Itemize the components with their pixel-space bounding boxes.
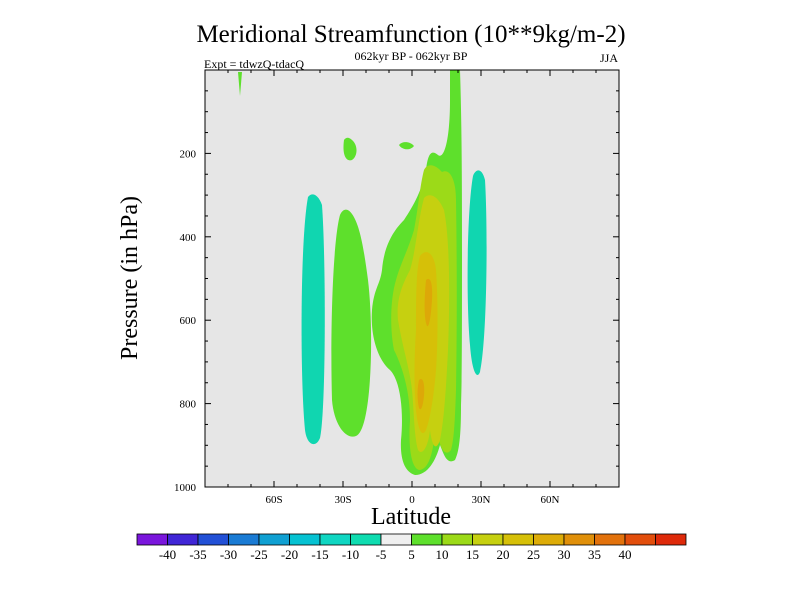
plot-area: 60S 30S 0 30N 60N 200 400 600 800 1000 bbox=[174, 69, 620, 506]
x-tick-label: 60S bbox=[265, 494, 282, 506]
x-tick-label: 30N bbox=[472, 494, 491, 506]
y-tick-label: 200 bbox=[180, 148, 197, 160]
colorbar-label: -5 bbox=[376, 547, 387, 562]
subtitle-left: Expt = tdwzQ-tdacQ bbox=[204, 57, 304, 71]
x-axis-label: Latitude bbox=[371, 504, 451, 530]
colorbar-swatch bbox=[136, 533, 168, 546]
colorbar-swatch bbox=[533, 533, 565, 546]
colorbar-label: 5 bbox=[408, 547, 415, 562]
region-pos-5-upper-left bbox=[238, 72, 242, 96]
subtitle-center: 062kyr BP - 062kyr BP bbox=[355, 49, 468, 63]
colorbar-swatch bbox=[258, 533, 290, 546]
colorbar-swatch bbox=[655, 533, 687, 546]
x-axis: 60S 30S 0 30N 60N bbox=[204, 70, 620, 506]
colorbar-label: 15 bbox=[466, 547, 479, 562]
colorbar-label: 10 bbox=[436, 547, 449, 562]
region-pos-25-lower bbox=[417, 378, 425, 410]
colorbar-label: 20 bbox=[497, 547, 510, 562]
colorbar-swatch bbox=[472, 533, 504, 546]
colorbar-swatch bbox=[319, 533, 351, 546]
y-tick-label: 600 bbox=[180, 315, 197, 327]
x-tick-label: 0 bbox=[409, 494, 415, 506]
colorbar-label: 30 bbox=[558, 547, 571, 562]
colorbar-label: -25 bbox=[250, 547, 267, 562]
region-pos-5-upper-sh bbox=[343, 137, 357, 161]
x-tick-label: 60N bbox=[541, 494, 560, 506]
colorbar-swatch bbox=[502, 533, 534, 546]
region-pos-5-blob-small bbox=[399, 142, 414, 150]
y-tick-label: 800 bbox=[180, 399, 197, 411]
region-pos-5-sh bbox=[331, 209, 372, 437]
colorbar-swatch bbox=[624, 533, 656, 546]
subtitle-right: JJA bbox=[600, 51, 618, 65]
region-pos-25-upper bbox=[424, 278, 433, 327]
colorbar-swatch bbox=[289, 533, 321, 546]
chart-title: Meridional Streamfunction (10**9kg/m-2) bbox=[196, 21, 625, 48]
colorbar-label: 25 bbox=[527, 547, 540, 562]
contour-fills bbox=[238, 70, 487, 475]
x-tick-label: 30S bbox=[334, 494, 351, 506]
colorbar-swatch bbox=[594, 533, 626, 546]
region-neg-cell-nh bbox=[467, 170, 487, 375]
colorbar-label: -20 bbox=[281, 547, 298, 562]
colorbar-swatch bbox=[197, 533, 229, 546]
colorbar-swatch bbox=[411, 533, 443, 546]
colorbar-label: 35 bbox=[588, 547, 601, 562]
region-neg-cell-sh bbox=[301, 194, 325, 445]
colorbar-swatch bbox=[441, 533, 473, 546]
colorbar-swatch bbox=[228, 533, 260, 546]
colorbar-swatch bbox=[563, 533, 595, 546]
colorbar-label: -40 bbox=[159, 547, 176, 562]
colorbar: -40 -35 -30 -25 -20 -15 -10 -5 5 10 15 20 25 30 35 40 bbox=[136, 533, 687, 562]
colorbar-label: -10 bbox=[342, 547, 359, 562]
y-axis-label: Pressure (in hPa) bbox=[117, 196, 143, 360]
y-tick-label: 400 bbox=[180, 232, 197, 244]
colorbar-label: -15 bbox=[311, 547, 328, 562]
colorbar-label: 40 bbox=[619, 547, 632, 562]
y-axis: 200 400 600 800 1000 bbox=[174, 69, 619, 494]
colorbar-label: -30 bbox=[220, 547, 237, 562]
colorbar-swatch bbox=[167, 533, 199, 546]
colorbar-label: -35 bbox=[189, 547, 206, 562]
colorbar-swatch bbox=[350, 533, 382, 546]
colorbar-swatch bbox=[380, 533, 412, 546]
y-tick-label: 1000 bbox=[174, 482, 197, 494]
